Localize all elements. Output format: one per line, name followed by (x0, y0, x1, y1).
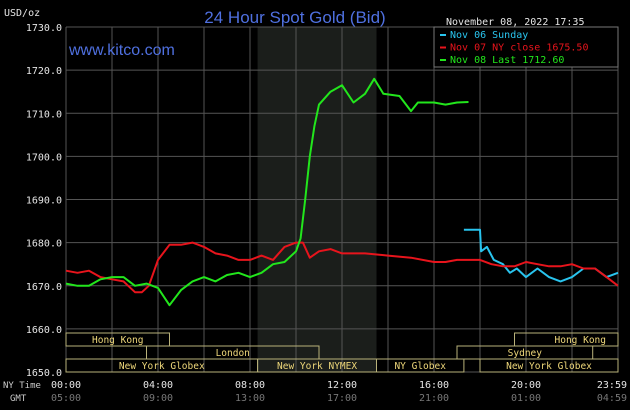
y-tick-label: 1720.0 (26, 66, 62, 77)
session-label: New York Globex (119, 361, 205, 372)
session-label: Hong Kong (555, 335, 606, 346)
legend-entry: Nov 07 NY close 1675.50 (450, 43, 588, 54)
y-tick-label: 1650.0 (26, 368, 62, 379)
x-tick-ny: 16:00 (419, 380, 449, 391)
series-line-nov-08-last (65, 77, 469, 307)
session-label: New York NYMEX (277, 361, 357, 372)
x-tick-ny: 00:00 (51, 380, 81, 391)
y-tick-label: 1700.0 (26, 152, 62, 163)
ny-time-label: NY Time (3, 381, 41, 391)
x-tick-ny: 23:59 (597, 380, 627, 391)
session-label: NY Globex (394, 361, 446, 372)
timestamp: November 08, 2022 17:35 (446, 17, 584, 28)
y-tick-label: 1670.0 (26, 282, 62, 293)
session-label: New York Globex (506, 361, 592, 372)
x-tick-ny: 08:00 (235, 380, 265, 391)
kitco-watermark: www.kitco.com (68, 42, 175, 59)
chart-title: 24 Hour Spot Gold (Bid) (204, 8, 385, 27)
x-tick-ny: 12:00 (327, 380, 357, 391)
series-line-nov-07-ny-close (65, 241, 619, 294)
y-tick-label: 1690.0 (26, 196, 62, 207)
x-tick-gmt: 04:59 (597, 393, 627, 404)
y-axis-unit: USD/oz (4, 8, 40, 19)
x-tick-ny: 20:00 (511, 380, 541, 391)
series-line-nov-06-sunday (463, 228, 619, 283)
y-tick-label: 1680.0 (26, 239, 62, 250)
session-box (65, 332, 170, 347)
legend-entry: Nov 08 Last 1712.60 (450, 55, 564, 66)
x-tick-gmt: 17:00 (327, 393, 357, 404)
session-label: Hong Kong (92, 335, 143, 346)
x-tick-ny: 04:00 (143, 380, 173, 391)
session-box (479, 358, 619, 373)
gmt-label: GMT (10, 394, 27, 404)
x-tick-gmt: 13:00 (235, 393, 265, 404)
legend: Nov 06 Sunday Nov 07 NY close 1675.50Nov … (433, 26, 619, 68)
x-tick-gmt: 05:00 (51, 393, 81, 404)
x-tick-gmt: 09:00 (143, 393, 173, 404)
session-box (376, 358, 465, 373)
session-label: London (216, 348, 250, 359)
x-tick-gmt: 21:00 (419, 393, 449, 404)
x-tick-gmt: 01:00 (511, 393, 541, 404)
session-label: Sydney (508, 348, 543, 359)
y-tick-label: 1730.0 (26, 23, 62, 34)
y-tick-label: 1660.0 (26, 325, 62, 336)
legend-entry: Nov 06 Sunday (450, 30, 528, 41)
y-tick-label: 1710.0 (26, 109, 62, 120)
